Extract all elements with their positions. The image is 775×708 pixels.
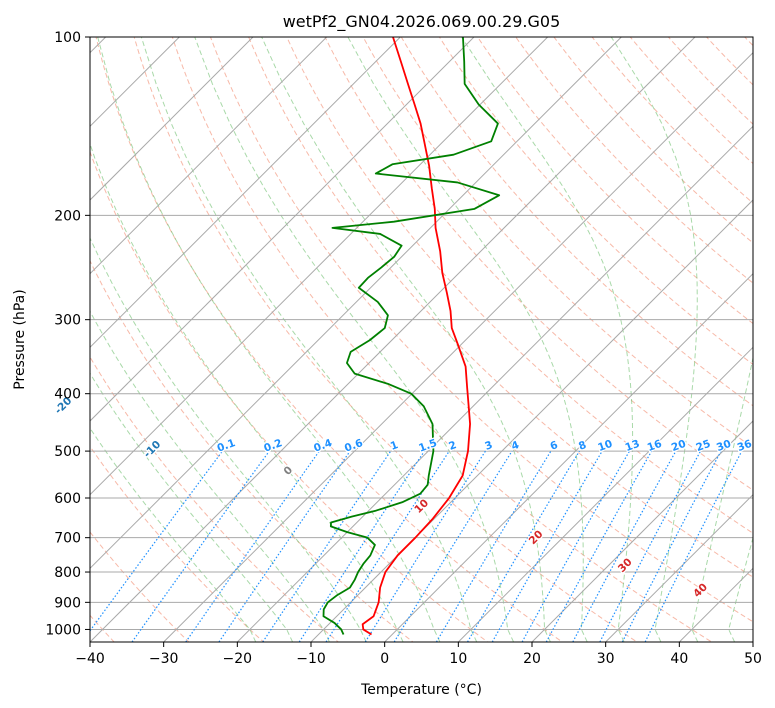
isotherm (90, 37, 622, 570)
mixing-ratio-line (521, 450, 631, 642)
mixing-ratio-line (298, 450, 425, 642)
moist-adiabat (610, 37, 698, 642)
mixing-ratio-label: 0.1 (216, 437, 238, 455)
isotherm (90, 37, 696, 642)
mixing-ratio-line (131, 450, 270, 642)
mixing-ratio-line (599, 450, 702, 642)
isotherm (90, 37, 328, 275)
mixing-ratio-line (572, 450, 677, 642)
dry-adiabat (90, 259, 414, 642)
isotherm (605, 493, 753, 642)
dry-adiabat (171, 37, 713, 642)
y-tick-label: 800 (54, 565, 81, 581)
x-tick-label: −30 (149, 651, 179, 667)
moist-adiabat (90, 236, 367, 642)
moist-adiabat (261, 37, 551, 642)
plot-frame (89, 36, 754, 643)
dry-adiabat (90, 150, 489, 642)
x-tick-label: 10 (449, 651, 467, 667)
dry-adiabat (362, 37, 753, 449)
moist-adiabat (90, 142, 404, 642)
isotherm (531, 420, 753, 642)
moist-adiabat (347, 37, 588, 642)
moist-adiabat (97, 37, 441, 642)
y-axis-label: Pressure (hPa) (12, 289, 28, 389)
moist-adiabat (461, 37, 634, 642)
isotherm (90, 37, 401, 349)
dry-adiabat (553, 37, 753, 244)
y-tick-label: 600 (54, 491, 81, 507)
axes: −40 −30 −20 −10 0 10 20 30 40 50 1000 900 800 700 600 5… (45, 30, 762, 667)
x-tick-label: 50 (744, 651, 762, 667)
dry-adiabat (286, 37, 753, 534)
mixing-ratio-line (644, 450, 743, 642)
isotherm (90, 37, 475, 422)
x-axis-label: Temperature (°C) (360, 682, 482, 698)
background-lines (90, 37, 753, 642)
mixing-ratio-line (393, 450, 513, 642)
x-tick-label: −10 (296, 651, 326, 667)
mixing-ratio-line (90, 450, 223, 632)
mixing-ratio-line (185, 450, 320, 642)
moist-adiabat (728, 536, 753, 642)
moist-adiabat (194, 37, 515, 642)
mixing-ratio-line (545, 450, 653, 642)
dewpoint-profile-line (322, 37, 501, 635)
y-tick-label: 500 (54, 444, 81, 460)
isotherm (90, 37, 254, 201)
mixing-ratio-line (364, 450, 486, 642)
dry-adiabat (90, 356, 340, 642)
x-tick-label: −20 (223, 651, 253, 667)
mixing-ratio-line (218, 450, 351, 642)
mixing-ratio-line (621, 450, 722, 642)
y-tick-label: 400 (54, 387, 81, 403)
isotherm (163, 51, 753, 642)
isotherm (384, 272, 753, 642)
isotherm (457, 346, 753, 642)
dry-adiabat (209, 37, 753, 623)
y-tick-label: 900 (54, 595, 81, 611)
moist-adiabat (90, 310, 330, 642)
y-tick-label: 100 (54, 30, 81, 46)
x-tick-label: 30 (597, 651, 615, 667)
dry-adiabat (400, 37, 753, 407)
y-tick-label: 300 (54, 313, 81, 329)
moist-adiabat (691, 355, 753, 642)
dry-adiabat (133, 37, 638, 642)
data-series (322, 37, 501, 636)
y-tick-label: 700 (54, 531, 81, 547)
isotherm (90, 37, 549, 496)
dry-adiabat (591, 37, 753, 204)
isotherm (236, 125, 753, 642)
dry-adiabat (477, 37, 753, 325)
x-tick-label: 20 (523, 651, 541, 667)
x-tick-label: 40 (670, 651, 688, 667)
mixing-ratio-line (491, 450, 603, 642)
dry-adiabat (515, 37, 753, 284)
x-tick-label: 0 (380, 651, 389, 667)
chart-title: wetPf2_GN04.2026.069.00.29.G05 (283, 12, 561, 32)
dry-adiabat (95, 37, 564, 642)
y-tick-label: 200 (54, 208, 81, 224)
dry-adiabat (438, 37, 753, 366)
y-tick-label: 1000 (45, 622, 81, 638)
x-tick-label: −40 (75, 651, 105, 667)
dry-adiabat (324, 37, 753, 491)
temperature-profile-line (361, 37, 471, 636)
